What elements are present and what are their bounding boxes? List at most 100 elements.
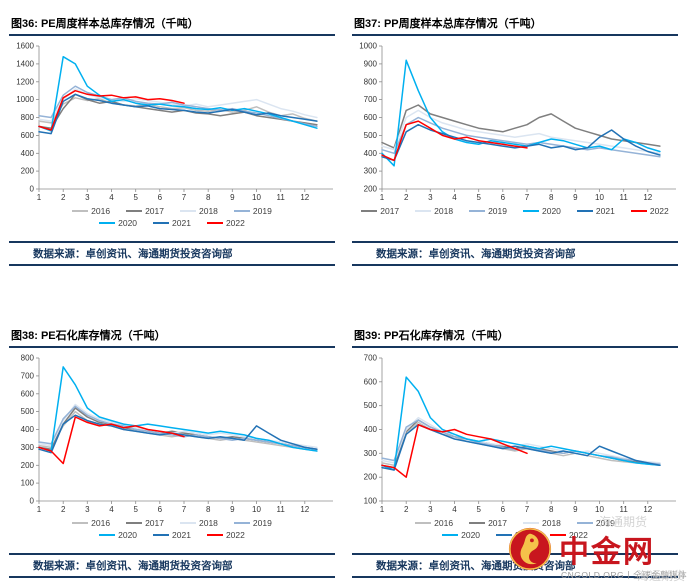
divider [352,264,678,266]
legend-item-2018: 2018 [523,517,561,529]
legend-item-2022: 2022 [206,217,245,229]
legend-item-2017: 2017 [469,517,507,529]
svg-text:10: 10 [595,505,604,514]
svg-text:5: 5 [476,505,481,514]
svg-text:200: 200 [364,185,378,194]
legend-item-2020: 2020 [99,217,137,229]
legend-swatch [99,222,116,224]
legend-swatch [415,522,432,524]
svg-text:10: 10 [252,505,261,514]
legend-swatch [153,222,170,224]
svg-text:2: 2 [61,193,66,202]
svg-text:100: 100 [21,479,35,488]
divider [9,264,335,266]
svg-text:2: 2 [404,193,409,202]
svg-text:1400: 1400 [16,59,34,68]
legend-item-2018: 2018 [415,205,453,217]
svg-text:400: 400 [364,425,378,434]
svg-text:1: 1 [380,193,385,202]
line-chart-fig38: 0 100 200 300 400 500 600 700 800 1 2 3 4 5 6 7 8 9 10 11 12 [9,350,335,516]
cngold-logo-icon [507,526,553,572]
svg-text:800: 800 [21,354,35,363]
legend-item-2018: 2018 [180,205,218,217]
chart-legend: 2016 2017 2018 2019 2020 2021 2022 [9,517,335,541]
legend-swatch [99,534,116,536]
svg-text:1600: 1600 [16,42,34,51]
legend-swatch [549,534,566,536]
svg-text:1000: 1000 [16,95,34,104]
ghost-watermark-text: 海通期货 [636,569,685,583]
line-chart-fig36: 0 200 400 600 800 1000 1200 1400 1600 1 2 3 4 5 6 7 8 9 10… [9,38,335,204]
legend-swatch [72,522,89,524]
legend-swatch [126,522,143,524]
svg-text:500: 500 [364,131,378,140]
svg-text:10: 10 [252,193,261,202]
svg-text:7: 7 [525,505,530,514]
legend-item-2022: 2022 [206,529,245,541]
svg-text:10: 10 [595,193,604,202]
svg-text:1: 1 [37,193,42,202]
svg-text:7: 7 [182,193,187,202]
legend-swatch [523,522,539,524]
svg-text:300: 300 [364,167,378,176]
svg-text:5: 5 [133,505,138,514]
legend-swatch [206,534,223,536]
svg-text:3: 3 [428,193,433,202]
svg-text:7: 7 [182,505,187,514]
svg-text:500: 500 [364,401,378,410]
divider [9,241,335,243]
svg-text:3: 3 [85,193,90,202]
svg-text:5: 5 [133,193,138,202]
legend-swatch [126,210,143,212]
chart-legend: 2017 2018 2019 2020 2021 2022 [352,205,678,217]
divider [352,241,678,243]
svg-text:700: 700 [364,95,378,104]
svg-text:700: 700 [21,371,35,380]
legend-item-2020: 2020 [523,205,561,217]
source-block: 数据来源：卓创资讯、海通期货投资咨询部 [9,553,335,578]
legend-item-2016: 2016 [72,205,110,217]
svg-text:8: 8 [206,193,211,202]
svg-text:3: 3 [85,505,90,514]
svg-text:4: 4 [452,193,457,202]
legend-swatch [206,222,223,224]
legend-swatch [496,534,513,536]
data-source: 数据来源：卓创资讯、海通期货投资咨询部 [33,560,233,572]
legend-swatch [523,210,539,212]
source-block: 数据来源：卓创资讯、海通期货投资咨询部 [352,241,678,266]
svg-text:4: 4 [452,505,457,514]
legend-item-2018: 2018 [180,517,218,529]
svg-text:200: 200 [364,473,378,482]
line-chart-fig39: 100 200 300 400 500 600 700 1 2 3 4 5 6 7 8 9 10 11 12 [352,350,678,516]
svg-text:8: 8 [206,505,211,514]
svg-text:0: 0 [30,185,35,194]
svg-text:1000: 1000 [359,42,377,51]
chart-legend: 2016 2017 2018 2019 2020 2021 2022 [9,205,335,229]
legend-swatch [469,522,486,524]
svg-text:9: 9 [230,505,235,514]
legend-swatch [576,210,593,212]
svg-text:3: 3 [428,505,433,514]
svg-text:12: 12 [300,193,309,202]
legend-item-2021: 2021 [576,205,615,217]
svg-text:6: 6 [158,505,163,514]
svg-text:11: 11 [620,193,629,202]
svg-text:5: 5 [476,193,481,202]
svg-text:600: 600 [364,377,378,386]
svg-text:0: 0 [30,497,35,506]
figure-panel-36: 图36: PE周度样本总库存情况（千吨） 0 200 400 600 800 1000 12… [9,14,335,266]
svg-text:11: 11 [277,193,286,202]
svg-text:12: 12 [300,505,309,514]
svg-text:1: 1 [37,505,42,514]
svg-text:800: 800 [21,113,35,122]
legend-swatch [180,210,196,212]
svg-text:6: 6 [501,193,506,202]
legend-item-2020: 2020 [99,529,137,541]
cngold-logo-subtext: CNGOLD.ORG丨全球金融媒体 [561,570,687,580]
legend-swatch [153,534,170,536]
svg-text:4: 4 [109,193,114,202]
svg-text:700: 700 [364,354,378,363]
